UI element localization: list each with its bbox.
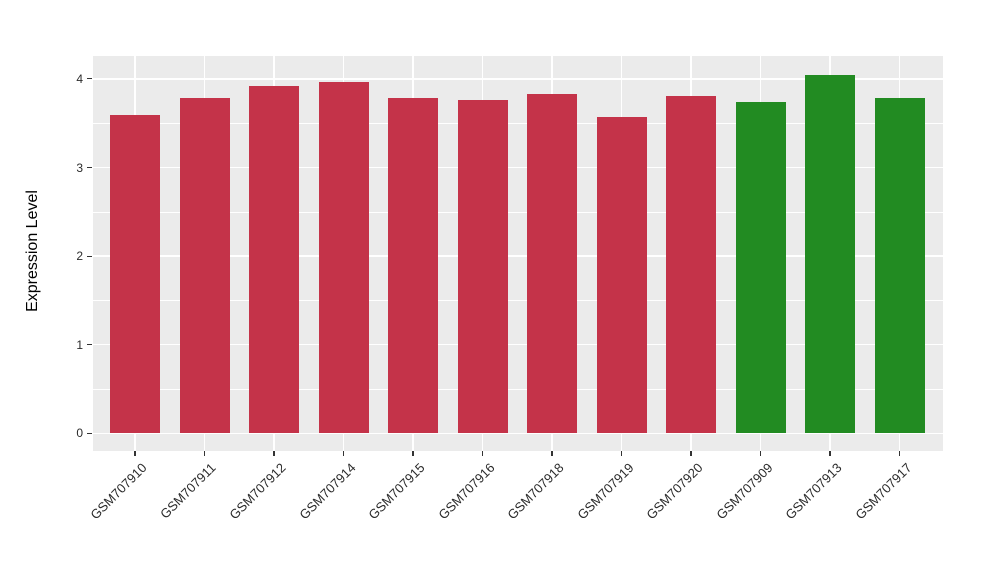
x-tick-mark [134,451,136,456]
y-axis-title: Expression Level [24,190,41,312]
plot-panel [93,56,943,451]
bar-GSM707914 [318,82,369,434]
x-tick-label: GSM707913 [782,460,845,523]
y-tick-label: 4 [76,71,83,86]
bar-GSM707912 [249,85,299,434]
x-tick-label: GSM707910 [87,460,150,523]
gridline-minor [93,300,943,302]
x-tick-mark [690,451,692,456]
x-tick-mark [203,451,206,456]
gridline-minor [93,123,943,124]
x-tick-mark [759,451,762,456]
bar-GSM707915 [388,97,438,434]
x-tick-mark [551,451,553,456]
gridline-minor [93,211,943,213]
y-tick-label: 2 [76,249,83,264]
bar-GSM707916 [457,100,508,434]
x-tick-mark [829,451,831,456]
y-tick-label: 1 [76,337,83,352]
gridline-major [93,255,943,257]
bar-GSM707920 [666,95,716,434]
bar-GSM707918 [527,93,577,434]
bar-GSM707917 [874,98,925,434]
x-tick-label: GSM707915 [365,460,428,523]
x-tick-label: GSM707917 [851,460,915,523]
y-tick-label: 0 [76,426,83,441]
x-tick-label: GSM707920 [643,460,706,523]
x-tick-label: GSM707914 [295,460,359,523]
bar-GSM707909 [735,101,786,434]
x-tick-mark [481,451,484,456]
y-tick-label: 3 [76,160,83,175]
y-tick-mark [87,432,92,434]
y-tick-mark [87,166,92,169]
bar-GSM707910 [110,115,160,434]
x-tick-label: GSM707909 [712,460,776,523]
x-tick-label: GSM707918 [504,460,567,523]
x-tick-mark [898,451,901,456]
gridline-major [93,432,943,435]
x-tick-mark [273,451,275,456]
bar-GSM707913 [805,75,855,434]
gridline-major [93,166,943,169]
x-tick-label: GSM707916 [434,460,498,523]
y-tick-mark [87,255,92,257]
x-tick-mark [412,451,414,456]
y-tick-mark [87,78,92,80]
y-tick-mark [87,344,92,346]
x-tick-mark [342,451,345,456]
gridline-minor [93,389,943,390]
gridline-major [93,78,943,80]
x-tick-mark [620,451,623,456]
bar-GSM707919 [596,116,647,434]
x-tick-label: GSM707919 [573,460,637,523]
x-tick-label: GSM707912 [226,460,289,523]
bar-GSM707911 [179,98,230,434]
x-tick-label: GSM707911 [157,460,220,522]
gridline-major [93,343,943,346]
